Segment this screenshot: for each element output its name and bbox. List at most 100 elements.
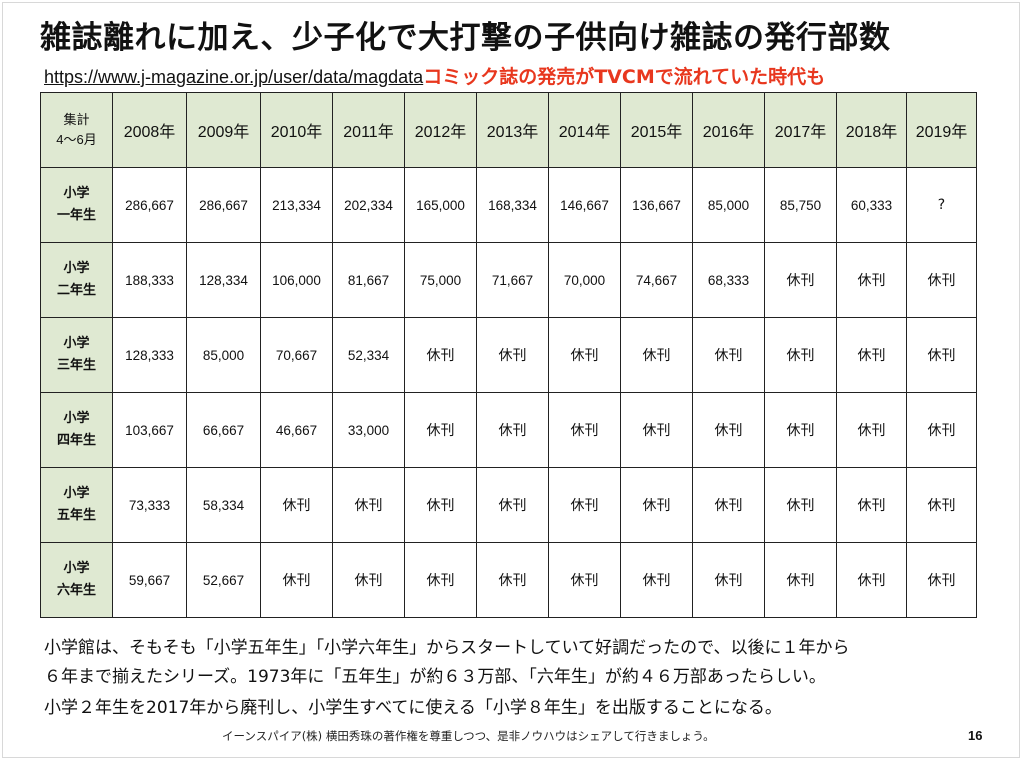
year-header: 2017年 [764, 92, 837, 168]
slide-title: 雑誌離れに加え、少子化で大打撃の子供向け雑誌の発行部数 [40, 20, 891, 56]
circulation-cell: 休刊 [332, 542, 405, 618]
table-row: 小学 一年生 286,667 286,667 213,334 202,334 165,000… [40, 167, 977, 243]
year-header: 2014年 [548, 92, 621, 168]
circulation-cell: 休刊 [836, 317, 907, 393]
circulation-cell: 103,667 [112, 392, 187, 468]
grade-label-cell: 小学 四年生 [40, 392, 113, 468]
circulation-cell: 休刊 [906, 467, 977, 543]
circulation-cell: 休刊 [620, 542, 693, 618]
circulation-cell: 休刊 [906, 392, 977, 468]
page-number: 16 [968, 728, 983, 743]
circulation-cell: 81,667 [332, 242, 405, 318]
circulation-cell: 休刊 [548, 467, 621, 543]
circulation-cell: 休刊 [692, 392, 765, 468]
table-header-row: 集計 4〜6月 2008年 2009年 2010年 2011年 2012年 20… [40, 92, 977, 168]
circulation-cell: 136,667 [620, 167, 693, 243]
circulation-cell: 68,333 [692, 242, 765, 318]
grade-label-cell: 小学 一年生 [40, 167, 113, 243]
notes-block: 小学館は、そもそも「小学五年生」「小学六年生」からスタートしていて好調だったので… [44, 634, 1004, 723]
circulation-cell: 59,667 [112, 542, 187, 618]
circulation-cell: 休刊 [692, 317, 765, 393]
circulation-cell: 休刊 [404, 317, 477, 393]
circulation-cell: 休刊 [836, 467, 907, 543]
circulation-cell: 165,000 [404, 167, 477, 243]
circulation-cell: 休刊 [764, 242, 837, 318]
year-header: 2011年 [332, 92, 405, 168]
circulation-cell: 146,667 [548, 167, 621, 243]
source-line: https://www.j-magazine.or.jp/user/data/m… [44, 62, 1004, 89]
circulation-cell: 休刊 [764, 317, 837, 393]
circulation-cell: 休刊 [836, 542, 907, 618]
circulation-cell: 70,000 [548, 242, 621, 318]
grade-label-line1: 小学 [63, 561, 90, 576]
circulation-cell: 休刊 [836, 242, 907, 318]
circulation-cell: 85,750 [764, 167, 837, 243]
circulation-cell: 休刊 [548, 317, 621, 393]
circulation-cell: 休刊 [906, 317, 977, 393]
circulation-cell: 46,667 [260, 392, 333, 468]
circulation-cell: 213,334 [260, 167, 333, 243]
grade-label-line1: 小学 [63, 186, 90, 201]
note-line: 小学２年生を2017年から廃刊し、小学生すべてに使える「小学８年生」を出版するこ… [44, 698, 782, 718]
circulation-cell: 休刊 [836, 392, 907, 468]
note-line: ６年まで揃えたシリーズ。1973年に「五年生」が約６３万部、「六年生」が約４６万… [44, 667, 826, 687]
circulation-cell: 74,667 [620, 242, 693, 318]
table-corner-cell: 集計 4〜6月 [40, 92, 113, 168]
circulation-cell: 33,000 [332, 392, 405, 468]
circulation-cell: 休刊 [620, 317, 693, 393]
grade-label-line1: 小学 [63, 411, 90, 426]
footer-copyright: イーンスパイア(株) 横田秀珠の著作権を尊重しつつ、是非ノウハウはシェアして行き… [222, 729, 715, 743]
circulation-cell: 128,333 [112, 317, 187, 393]
grade-label-line1: 小学 [63, 261, 90, 276]
year-header: 2008年 [112, 92, 187, 168]
circulation-cell: 60,333 [836, 167, 907, 243]
circulation-cell: 66,667 [186, 392, 261, 468]
table-row: 小学 二年生 188,333 128,334 106,000 81,667 75,000 71… [40, 242, 977, 318]
grade-label-line2: 一年生 [56, 208, 96, 223]
circulation-cell: 188,333 [112, 242, 187, 318]
circulation-cell: 休刊 [404, 392, 477, 468]
year-header: 2016年 [692, 92, 765, 168]
corner-label-line1: 集計 [63, 112, 90, 127]
grade-label-cell: 小学 三年生 [40, 317, 113, 393]
circulation-table: 集計 4〜6月 2008年 2009年 2010年 2011年 2012年 20… [40, 92, 977, 618]
grade-label-cell: 小学 六年生 [40, 542, 113, 618]
grade-label-cell: 小学 二年生 [40, 242, 113, 318]
circulation-cell: 106,000 [260, 242, 333, 318]
year-header: 2015年 [620, 92, 693, 168]
circulation-cell: ? [906, 167, 977, 243]
grade-label-line1: 小学 [63, 486, 90, 501]
year-header: 2010年 [260, 92, 333, 168]
circulation-cell: 休刊 [548, 392, 621, 468]
circulation-cell: 休刊 [620, 467, 693, 543]
circulation-cell: 休刊 [764, 392, 837, 468]
grade-label-cell: 小学 五年生 [40, 467, 113, 543]
circulation-cell: 286,667 [186, 167, 261, 243]
circulation-cell: 休刊 [476, 542, 549, 618]
circulation-cell: 73,333 [112, 467, 187, 543]
circulation-cell: 58,334 [186, 467, 261, 543]
source-url-link[interactable]: https://www.j-magazine.or.jp/user/data/m… [44, 67, 424, 87]
circulation-cell: 52,667 [186, 542, 261, 618]
red-annotation: コミック誌の発売がTVCMで流れていた時代も [423, 66, 826, 88]
circulation-cell: 休刊 [260, 542, 333, 618]
table-row: 小学 四年生 103,667 66,667 46,667 33,000 休刊 休刊 休刊 休刊 休刊… [40, 392, 977, 468]
grade-label-line2: 二年生 [56, 283, 96, 298]
circulation-cell: 休刊 [692, 467, 765, 543]
year-header: 2009年 [186, 92, 261, 168]
circulation-cell: 休刊 [906, 542, 977, 618]
circulation-cell: 休刊 [404, 467, 477, 543]
circulation-cell: 休刊 [476, 317, 549, 393]
circulation-cell: 71,667 [476, 242, 549, 318]
circulation-cell: 85,000 [186, 317, 261, 393]
table-row: 小学 三年生 128,333 85,000 70,667 52,334 休刊 休刊 休刊 休刊 休刊… [40, 317, 977, 393]
circulation-cell: 休刊 [906, 242, 977, 318]
circulation-cell: 休刊 [260, 467, 333, 543]
circulation-cell: 70,667 [260, 317, 333, 393]
circulation-cell: 休刊 [764, 467, 837, 543]
note-line: 小学館は、そもそも「小学五年生」「小学六年生」からスタートしていて好調だったので… [44, 638, 850, 658]
circulation-cell: 休刊 [548, 542, 621, 618]
grade-label-line2: 四年生 [56, 433, 96, 448]
circulation-cell: 休刊 [476, 467, 549, 543]
